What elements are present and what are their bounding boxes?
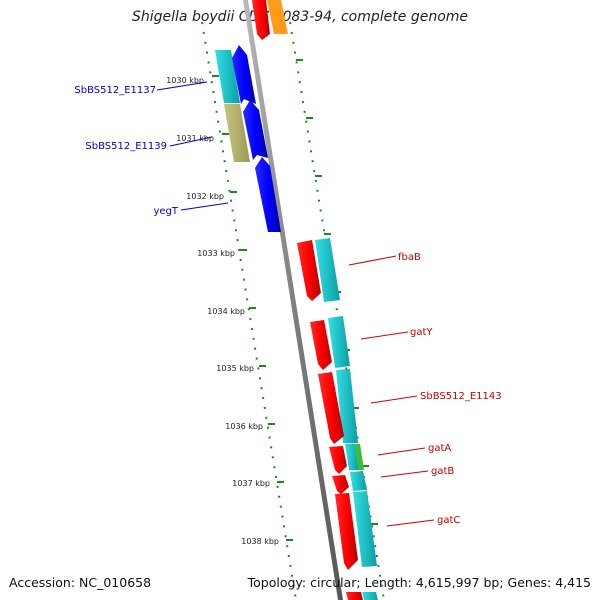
label-leaders bbox=[156, 81, 435, 527]
gene-arrow-fbab bbox=[297, 240, 321, 301]
feature-top-orange bbox=[267, 0, 288, 34]
tick-label-1036: 1036 kbp bbox=[225, 422, 263, 431]
tick-marks bbox=[212, 59, 378, 541]
tick-label-1035: 1035 kbp bbox=[216, 364, 254, 373]
feature-top-red bbox=[252, 0, 270, 40]
gene-label-gata[interactable]: gatA bbox=[428, 443, 451, 454]
gene-label-yegt[interactable]: yegT bbox=[153, 206, 178, 217]
tick-label-1034: 1034 kbp bbox=[207, 307, 245, 316]
tick-label-1030: 1030 kbp bbox=[166, 76, 204, 85]
gene-label-gaty[interactable]: gatY bbox=[410, 327, 433, 338]
gene-label-fbab[interactable]: fbaB bbox=[398, 252, 421, 263]
tick-label-1032: 1032 kbp bbox=[186, 192, 224, 201]
feature-bottom-teal bbox=[362, 592, 378, 600]
gene-label-e1139[interactable]: SbBS512_E1139 bbox=[85, 141, 167, 152]
tick-label-1031: 1031 kbp bbox=[176, 134, 214, 143]
backbone-line bbox=[243, 0, 343, 600]
feature-teal-gatb bbox=[350, 471, 367, 491]
feature-khaki-e1139 bbox=[224, 104, 250, 162]
gene-label-e1137[interactable]: SbBS512_E1137 bbox=[74, 85, 156, 96]
accession-text: Accession: NC_010658 bbox=[9, 575, 152, 590]
feature-bottom-red bbox=[346, 592, 363, 600]
gene-label-gatc[interactable]: gatC bbox=[437, 515, 460, 526]
gene-label-e1143[interactable]: SbBS512_E1143 bbox=[420, 391, 502, 402]
genome-summary-text: Topology: circular; Length: 4,615,997 bp… bbox=[247, 575, 591, 590]
feature-teal-fbab bbox=[315, 238, 340, 302]
feature-teal-gata bbox=[345, 444, 359, 470]
gene-label-gatb[interactable]: gatB bbox=[431, 466, 454, 477]
tick-label-1038: 1038 kbp bbox=[241, 537, 279, 546]
gene-arrow-e1137 bbox=[232, 45, 256, 104]
gene-arrow-gatc bbox=[335, 493, 358, 570]
tick-label-1037: 1037 kbp bbox=[232, 479, 270, 488]
gene-arrow-gaty bbox=[310, 320, 332, 370]
gene-arrow-gata bbox=[329, 446, 347, 474]
gene-arrow-e1143 bbox=[318, 372, 344, 444]
feature-teal-gaty bbox=[328, 316, 350, 368]
feature-teal-e1137 bbox=[215, 50, 240, 103]
feature-teal-gatc bbox=[353, 491, 377, 567]
map-title: Shigella boydii CDC 3083-94, complete ge… bbox=[131, 9, 469, 25]
tick-label-1033: 1033 kbp bbox=[197, 249, 235, 258]
gene-arrow-gatb bbox=[332, 475, 349, 494]
gene-arrow-yegt bbox=[255, 157, 281, 232]
gene-arrow-e1139 bbox=[243, 100, 268, 160]
feature-green-gata bbox=[355, 444, 364, 470]
